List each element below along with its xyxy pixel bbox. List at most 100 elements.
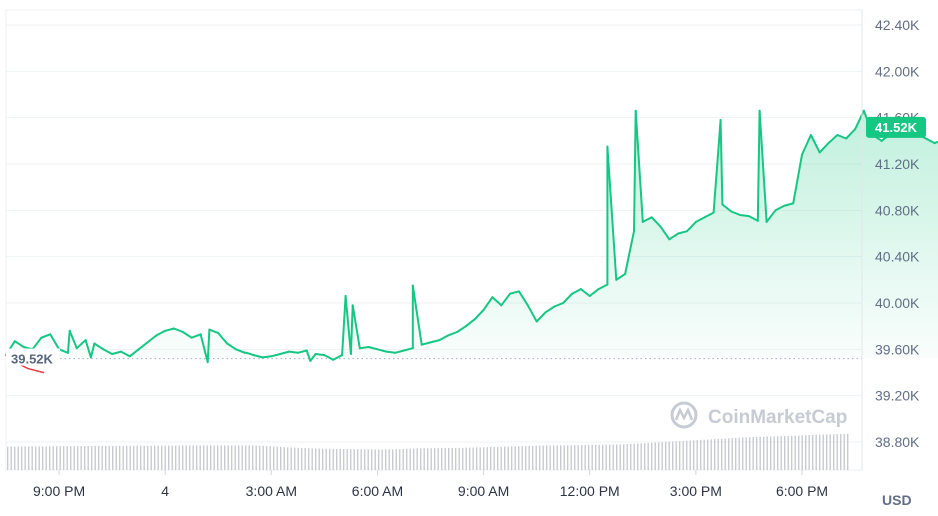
volume-bar: [745, 437, 747, 470]
volume-bar: [402, 448, 404, 470]
volume-bar: [161, 445, 163, 470]
price-line-segment: [89, 342, 96, 359]
volume-bar: [185, 445, 187, 470]
volume-bar: [567, 445, 569, 470]
volume-bar: [742, 437, 744, 470]
volume-bar: [598, 444, 600, 470]
volume-bar: [581, 445, 583, 470]
volume-bar: [7, 446, 9, 470]
volume-bar: [126, 445, 128, 470]
volume-bar: [175, 445, 177, 470]
price-line-segment: [792, 153, 803, 205]
volume-bar: [217, 445, 219, 470]
currency-unit-label: USD: [882, 492, 912, 508]
volume-bar: [87, 446, 89, 470]
price-line-segment: [208, 328, 220, 335]
price-line-segment: [252, 354, 264, 359]
price-line-segment: [712, 119, 722, 214]
volume-bar: [679, 441, 681, 470]
volume-bar: [318, 448, 320, 470]
volume-bar: [497, 446, 499, 470]
y-axis: 42.40K42.00K41.60K41.20K40.80K40.40K40.0…: [861, 10, 920, 470]
price-line-segment: [235, 348, 246, 354]
price-line-segment: [500, 292, 512, 307]
volume-bar: [836, 434, 838, 470]
volume-bar: [105, 445, 107, 470]
volume-bar: [59, 446, 61, 470]
volume-bar: [276, 446, 278, 470]
price-line-segment: [659, 225, 671, 241]
price-line-segment: [385, 350, 397, 354]
price-line-segment: [677, 230, 688, 235]
price-line-segment: [730, 210, 742, 216]
price-line-segment: [668, 232, 680, 241]
volume-bar: [724, 438, 726, 470]
y-tick-label: 39.20K: [875, 388, 920, 404]
price-line-segment: [13, 340, 25, 348]
price-line-segment: [137, 341, 149, 351]
volume-bar: [133, 445, 135, 470]
volume-bar: [479, 447, 481, 470]
volume-bar: [325, 448, 327, 470]
volume-bar: [630, 443, 632, 470]
price-line-segment: [518, 290, 529, 307]
volume-bar: [122, 445, 124, 470]
volume-bar: [255, 445, 257, 470]
price-line-segment: [164, 327, 175, 332]
reference-label-bg: [6, 348, 60, 366]
price-line-segment: [615, 273, 627, 281]
volume-bar: [577, 445, 579, 470]
price-line-segment: [206, 328, 211, 364]
volume-bar: [28, 446, 30, 470]
volume-bar: [700, 439, 702, 470]
volume-bar: [738, 437, 740, 470]
volume-bar: [616, 444, 618, 470]
volume-bar: [801, 435, 803, 470]
price-line-segment: [719, 119, 724, 206]
volume-bar: [353, 449, 355, 470]
volume-bar: [357, 449, 359, 470]
price-line-segment: [93, 342, 105, 351]
price-line-segment: [31, 336, 43, 351]
y-tick-label: 40.40K: [875, 249, 920, 265]
volume-bar: [469, 447, 471, 470]
price-line-segment: [845, 128, 857, 140]
price-line-segment: [349, 304, 354, 355]
current-price-text: 41.52K: [875, 120, 918, 135]
volume-bar: [525, 446, 527, 470]
volume-bar: [245, 445, 247, 470]
x-tick-label: 3:00 PM: [670, 483, 722, 499]
price-line-segment: [801, 134, 812, 156]
volume-bar: [14, 446, 16, 470]
volume-bar: [329, 448, 331, 470]
volume-bar: [252, 445, 254, 470]
volume-bar: [843, 433, 845, 470]
volume-bar: [308, 448, 310, 470]
volume-bar: [45, 446, 47, 470]
reference-price-text: 39.52K: [11, 352, 54, 367]
volume-bar: [24, 446, 26, 470]
volume-bar: [413, 448, 415, 470]
volume-bar: [168, 445, 170, 470]
price-line-segment: [367, 346, 379, 351]
volume-bar: [269, 446, 271, 470]
volume-bar: [52, 446, 54, 470]
price-line-segment: [75, 339, 87, 350]
price-line-segment: [358, 346, 370, 350]
volume-bar: [840, 434, 842, 470]
volume-bar: [150, 445, 152, 470]
volume-bar: [17, 446, 19, 470]
volume-bar: [766, 436, 768, 470]
volume-bar: [511, 446, 513, 470]
volume-bar: [395, 449, 397, 470]
volume-bar: [735, 437, 737, 470]
volume-bar: [696, 440, 698, 470]
volume-bar: [588, 444, 590, 470]
volume-bar: [668, 441, 670, 470]
volume-bar: [731, 438, 733, 470]
volume-bar: [773, 436, 775, 470]
volume-bar: [714, 439, 716, 470]
volume-bar: [315, 448, 317, 470]
price-line-segment: [739, 214, 750, 218]
